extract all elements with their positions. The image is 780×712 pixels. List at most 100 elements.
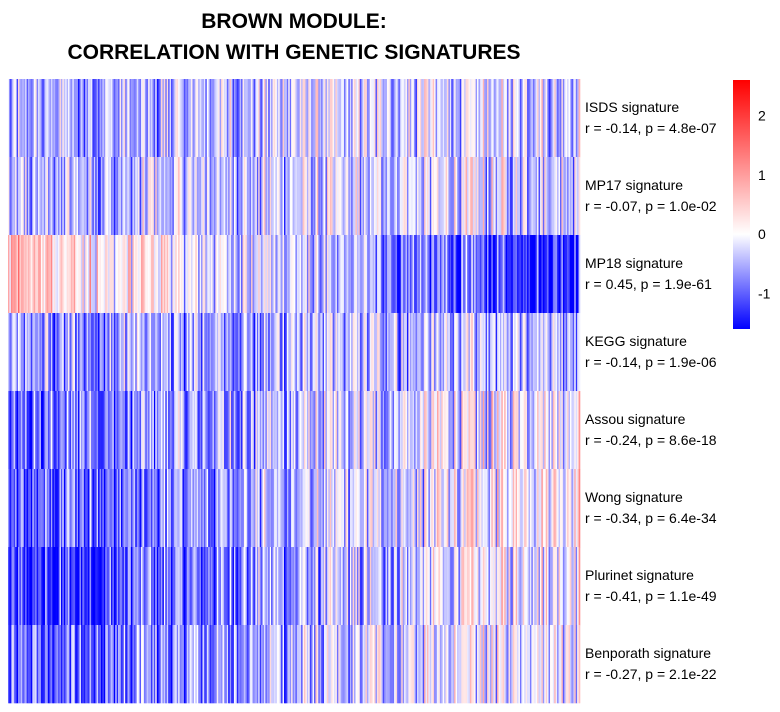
heatmap-cell bbox=[445, 469, 448, 548]
heatmap-cell bbox=[219, 235, 222, 314]
heatmap-cell bbox=[408, 79, 411, 158]
heatmap-cell bbox=[59, 235, 62, 314]
heatmap-cell bbox=[221, 625, 223, 704]
heatmap-cell bbox=[296, 391, 299, 470]
heatmap-cell bbox=[136, 157, 139, 236]
heatmap-cell bbox=[439, 625, 442, 704]
heatmap-cell bbox=[295, 469, 298, 548]
heatmap-cell bbox=[385, 547, 388, 626]
heatmap-cell bbox=[426, 157, 429, 236]
heatmap-cell bbox=[311, 235, 313, 314]
heatmap-cell bbox=[212, 625, 215, 704]
heatmap-cell bbox=[396, 157, 399, 236]
heatmap-cell bbox=[189, 547, 192, 626]
heatmap-cell bbox=[378, 469, 381, 548]
heatmap-cell bbox=[120, 391, 123, 470]
heatmap-cell bbox=[381, 79, 383, 158]
heatmap-cell bbox=[206, 313, 209, 392]
heatmap-cell bbox=[531, 547, 534, 626]
heatmap-cell bbox=[294, 235, 296, 314]
heatmap-cell bbox=[514, 235, 516, 314]
heatmap-cell bbox=[148, 79, 150, 158]
heatmap-cell bbox=[126, 391, 129, 470]
heatmap-cell bbox=[139, 469, 142, 548]
heatmap-cell bbox=[115, 625, 117, 704]
heatmap-cell bbox=[75, 391, 77, 470]
heatmap-cell bbox=[354, 625, 356, 704]
heatmap-cell bbox=[482, 235, 485, 314]
heatmap-cell bbox=[577, 625, 579, 704]
heatmap-cell bbox=[509, 157, 512, 236]
heatmap-cell bbox=[176, 79, 179, 158]
heatmap-cell bbox=[175, 313, 178, 392]
heatmap-cell bbox=[223, 313, 226, 392]
heatmap-cell bbox=[326, 391, 329, 470]
heatmap-cell bbox=[85, 79, 87, 158]
heatmap-cell bbox=[479, 235, 482, 314]
heatmap-cell bbox=[394, 313, 396, 392]
heatmap-cell bbox=[201, 547, 203, 626]
heatmap-cell bbox=[475, 625, 478, 704]
heatmap-cell bbox=[544, 547, 546, 626]
heatmap-cell bbox=[299, 157, 302, 236]
heatmap-cell bbox=[346, 547, 349, 626]
heatmap-cell bbox=[509, 235, 512, 314]
heatmap-cell bbox=[517, 79, 519, 158]
heatmap-cell bbox=[365, 79, 368, 158]
heatmap-cell bbox=[39, 391, 42, 470]
heatmap-cell bbox=[273, 469, 276, 548]
heatmap-cell bbox=[567, 547, 569, 626]
heatmap-cell bbox=[139, 547, 142, 626]
heatmap-cell bbox=[504, 79, 506, 158]
heatmap-cell bbox=[374, 391, 376, 470]
heatmap-cell bbox=[242, 625, 245, 704]
heatmap-cell bbox=[191, 469, 193, 548]
heatmap-cell bbox=[507, 625, 509, 704]
heatmap-cell bbox=[78, 391, 80, 470]
heatmap-cell bbox=[309, 625, 312, 704]
heatmap-cell bbox=[561, 625, 564, 704]
heatmap-cell bbox=[109, 547, 112, 626]
heatmap-cell bbox=[19, 625, 22, 704]
heatmap-cell bbox=[412, 313, 415, 392]
color-scale-ticks: 210-1 bbox=[758, 108, 771, 302]
heatmap-cell bbox=[491, 313, 494, 392]
heatmap-cell bbox=[128, 469, 130, 548]
heatmap-cell bbox=[461, 157, 464, 236]
heatmap-cell bbox=[521, 547, 524, 626]
heatmap-cell bbox=[334, 157, 336, 236]
heatmap-cell bbox=[574, 469, 577, 548]
heatmap-cell bbox=[381, 391, 383, 470]
heatmap-cell bbox=[203, 79, 206, 158]
heatmap-cell bbox=[376, 547, 379, 626]
heatmap-cell bbox=[392, 235, 395, 314]
heatmap-cell bbox=[90, 547, 93, 626]
heatmap-cell bbox=[495, 625, 498, 704]
heatmap-cell bbox=[428, 157, 431, 236]
heatmap-cell bbox=[574, 547, 577, 626]
heatmap-cell bbox=[90, 469, 93, 548]
heatmap-cell bbox=[507, 391, 509, 470]
heatmap-cell bbox=[30, 235, 33, 314]
heatmap-cell bbox=[238, 547, 240, 626]
heatmap-cell bbox=[78, 235, 80, 314]
heatmap-cell bbox=[362, 625, 365, 704]
heatmap-cell bbox=[25, 313, 27, 392]
heatmap-cell bbox=[83, 157, 86, 236]
heatmap-cell bbox=[425, 157, 428, 236]
heatmap-cell bbox=[276, 625, 279, 704]
heatmap-cell bbox=[451, 313, 454, 392]
heatmap-cell bbox=[112, 547, 115, 626]
heatmap-cell bbox=[263, 391, 266, 470]
heatmap-cell bbox=[325, 79, 328, 158]
heatmap-cell bbox=[557, 391, 559, 470]
heatmap-cell bbox=[246, 157, 249, 236]
heatmap-cell bbox=[384, 469, 386, 548]
heatmap-cell bbox=[531, 235, 534, 314]
heatmap-cell bbox=[575, 235, 578, 314]
heatmap-cell bbox=[528, 235, 531, 314]
heatmap-cell bbox=[314, 157, 316, 236]
heatmap-cell bbox=[159, 391, 162, 470]
heatmap-cell bbox=[534, 391, 536, 470]
heatmap-cell bbox=[369, 391, 372, 470]
